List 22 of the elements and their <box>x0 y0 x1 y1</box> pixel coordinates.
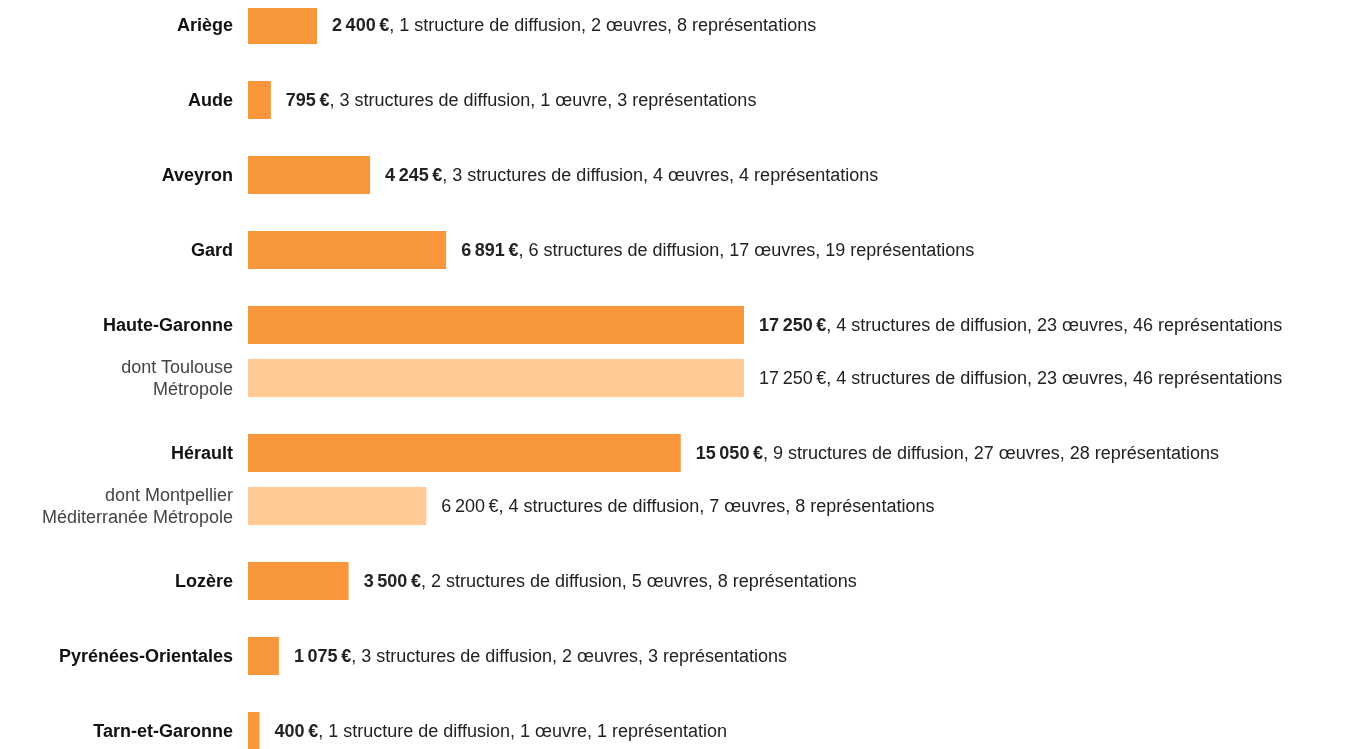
data-label: 795 €, 3 structures de diffusion, 1 œuvre, 3 représentations <box>285 90 757 110</box>
y-tick-label: Tarn-et-Garonne <box>93 721 233 741</box>
y-tick-label: Lozère <box>174 571 233 591</box>
data-label: 17 250 €, 4 structures de diffusion, 23 œuvres, 46 représentations <box>759 315 1283 335</box>
y-tick-label: dont Toulouse Métropole <box>121 357 233 399</box>
y-tick-label: Ariège <box>176 15 233 35</box>
data-label: 6 200 €, 4 structures de diffusion, 7 œuvres, 8 représentations <box>441 496 935 516</box>
y-tick-label: Pyrénées-Orientales <box>58 646 233 666</box>
data-label: 6 891 €, 6 structures de diffusion, 17 œuvres, 19 représentations <box>461 240 975 260</box>
y-tick-label: Gard <box>190 240 233 260</box>
y-tick-label: Aude <box>188 90 233 110</box>
data-label: 4 245 €, 3 structures de diffusion, 4 œuvres, 4 représentations <box>385 165 879 185</box>
data-label: 400 €, 1 structure de diffusion, 1 œuvre, 1 représentation <box>274 721 728 741</box>
data-label: 2 400 €, 1 structure de diffusion, 2 œuvres, 8 représentations <box>332 15 817 35</box>
data-label: 3 500 €, 2 structures de diffusion, 5 œuvres, 8 représentations <box>363 571 857 591</box>
y-tick-label: Haute-Garonne <box>102 315 233 335</box>
y-tick-label: dont Montpellier Méditerranée Métropole <box>41 485 233 527</box>
y-tick-label: Hérault <box>170 443 234 463</box>
y-tick-label: Aveyron <box>161 165 233 185</box>
data-label: 17 250 €, 4 structures de diffusion, 23 œuvres, 46 représentations <box>759 368 1283 388</box>
data-label: 1 075 €, 3 structures de diffusion, 2 œuvres, 3 représentations <box>293 646 788 666</box>
data-label: 15 050 €, 9 structures de diffusion, 27 œuvres, 28 représentations <box>695 443 1219 463</box>
